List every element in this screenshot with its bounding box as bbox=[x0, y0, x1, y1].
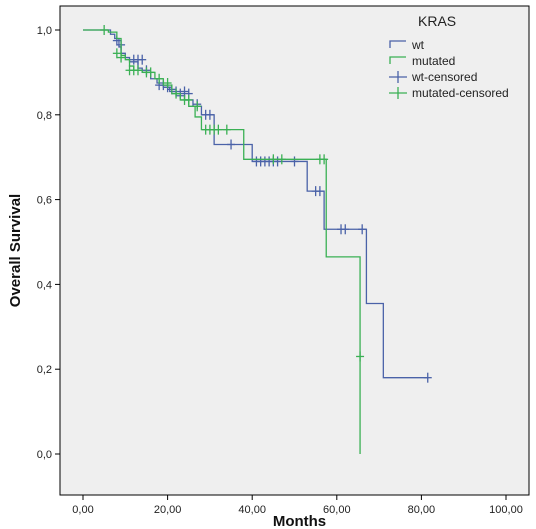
censor-mark-wt bbox=[315, 186, 324, 197]
x-tick-label: 40,00 bbox=[238, 504, 266, 516]
censor-mark-wt bbox=[290, 156, 299, 167]
x-tick-label: 80,00 bbox=[408, 504, 436, 516]
censor-mark-wt bbox=[227, 139, 236, 150]
censor-mark-mutated bbox=[100, 25, 109, 35]
y-tick-label: 0,4 bbox=[37, 279, 52, 291]
censor-mark-wt bbox=[180, 86, 189, 97]
censor-mark-wt bbox=[358, 224, 367, 235]
y-tick-label: 1,0 bbox=[37, 25, 52, 37]
censor-mark-mutated bbox=[356, 351, 365, 362]
legend-label: mutated-censored bbox=[412, 86, 509, 100]
censor-mark-mutated bbox=[112, 48, 121, 59]
censor-mark-wt bbox=[341, 224, 350, 235]
legend-swatch bbox=[389, 40, 406, 48]
y-tick-label: 0,6 bbox=[37, 195, 52, 207]
legend-item: wt bbox=[389, 38, 425, 52]
censor-mark-mutated bbox=[214, 124, 223, 135]
y-tick-label: 0,0 bbox=[37, 449, 52, 461]
censor-mark-mutated bbox=[172, 88, 181, 99]
legend-item: wt-censored bbox=[389, 70, 477, 84]
censor-mark-mutated bbox=[277, 154, 286, 165]
legend-swatch bbox=[389, 56, 406, 64]
censor-mark-mutated bbox=[155, 73, 164, 84]
censor-mark-wt bbox=[205, 109, 214, 120]
censor-mark-wt bbox=[273, 156, 282, 167]
plot-area bbox=[59, 5, 530, 496]
censor-mark-mutated bbox=[269, 154, 278, 165]
series-layer bbox=[83, 25, 432, 454]
legend-title: KRAS bbox=[418, 13, 456, 29]
legend: KRAS wt mutated wt-censored mutated-censore… bbox=[389, 13, 509, 100]
censor-mark-mutated bbox=[133, 65, 142, 76]
legend-label: mutated bbox=[412, 54, 455, 68]
x-axis: 0,00 20,00 40,00 60,00 80,00 100,00 bbox=[72, 495, 523, 516]
legend-label: wt-censored bbox=[411, 70, 477, 84]
censor-mark-mutated bbox=[320, 154, 329, 165]
censor-mark-mutated bbox=[184, 94, 193, 105]
y-tick-label: 0,2 bbox=[37, 364, 52, 376]
censor-mark-mutated bbox=[222, 124, 231, 135]
y-axis: 0,0 0,2 0,4 0,6 0,8 1,0 bbox=[37, 25, 60, 461]
legend-item: mutated bbox=[389, 54, 455, 68]
legend-item: mutated-censored bbox=[389, 86, 509, 100]
y-axis-title: Overall Survival bbox=[7, 194, 24, 307]
legend-label: wt bbox=[411, 38, 425, 52]
x-tick-label: 60,00 bbox=[323, 504, 351, 516]
x-axis-title: Months bbox=[273, 513, 326, 529]
x-tick-label: 0,00 bbox=[72, 504, 93, 516]
x-tick-label: 20,00 bbox=[154, 504, 182, 516]
censor-mark-mutated bbox=[117, 52, 126, 63]
censor-mark-wt bbox=[423, 372, 432, 383]
censor-mark-mutated bbox=[146, 67, 155, 78]
x-tick-label: 100,00 bbox=[489, 504, 523, 516]
censor-mark-wt bbox=[138, 54, 147, 65]
censor-mark-mutated bbox=[193, 101, 202, 112]
y-tick-label: 0,8 bbox=[37, 110, 52, 122]
censor-mark-mutated bbox=[163, 78, 172, 88]
